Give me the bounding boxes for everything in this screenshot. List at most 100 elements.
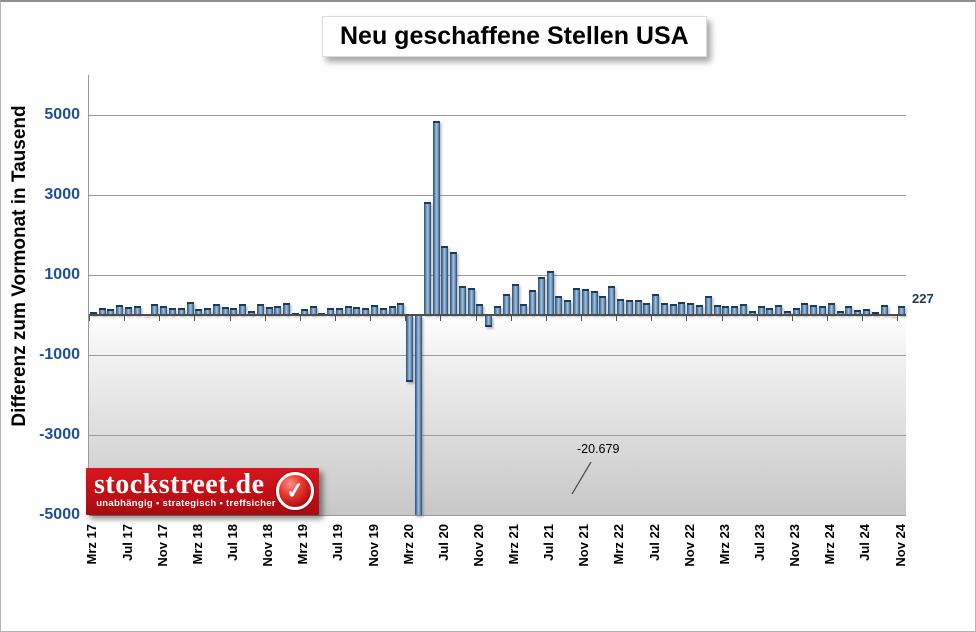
bar <box>722 306 730 315</box>
bar <box>379 307 387 315</box>
x-tick-label: Nov 21 <box>576 524 592 567</box>
x-tick-mark <box>791 315 793 321</box>
x-tick-label: Nov 18 <box>260 524 276 567</box>
x-tick-label: Nov 20 <box>470 524 486 567</box>
bar <box>652 293 660 315</box>
latest-value-label: 227 <box>912 291 934 306</box>
bar <box>195 308 203 315</box>
bar <box>177 307 185 315</box>
bar <box>160 306 168 315</box>
x-tick-label: Nov 23 <box>787 524 803 567</box>
bar <box>880 304 888 315</box>
bar <box>450 251 458 315</box>
bar <box>502 293 510 315</box>
bar <box>125 307 133 315</box>
bar <box>783 310 791 315</box>
x-tick-label: Nov 22 <box>681 524 697 567</box>
bar <box>107 308 115 315</box>
bar <box>792 307 800 315</box>
bar <box>414 315 422 515</box>
x-tick-mark <box>334 315 336 321</box>
x-tick-label: Jul 22 <box>646 524 662 561</box>
bar <box>660 303 668 315</box>
chart-title-box: Neu geschaffene Stellen USA <box>322 16 707 57</box>
x-tick-mark <box>510 315 512 321</box>
bar <box>274 305 282 315</box>
bar <box>775 304 783 315</box>
bar <box>599 296 607 315</box>
y-tick-label: 5000 <box>44 106 80 123</box>
x-tick-mark <box>124 315 126 321</box>
gridline--3000 <box>89 435 906 436</box>
bar <box>564 299 572 315</box>
x-tick-mark <box>229 315 231 321</box>
bar <box>362 307 370 315</box>
bar <box>485 315 493 328</box>
bar <box>845 306 853 315</box>
bar <box>854 310 862 315</box>
bar <box>204 308 212 315</box>
checkmark-icon: ✓ <box>276 472 314 510</box>
bar <box>739 303 747 315</box>
bar <box>520 304 528 315</box>
x-tick-label: Mrz 17 <box>84 524 100 565</box>
bar <box>458 286 466 315</box>
x-tick-mark <box>475 315 477 321</box>
bar <box>89 312 97 315</box>
x-tick-label: Jul 17 <box>119 524 135 561</box>
x-tick-mark <box>264 315 266 321</box>
x-tick-mark <box>686 315 688 321</box>
bar <box>625 300 633 315</box>
y-tick-label: 1000 <box>44 266 80 283</box>
x-tick-label: Jul 23 <box>752 524 768 561</box>
bar <box>133 306 141 315</box>
bar <box>696 305 704 315</box>
bar <box>713 305 721 315</box>
bar <box>669 304 677 315</box>
bar <box>810 304 818 315</box>
bar <box>801 303 809 315</box>
bar <box>406 315 414 383</box>
bar <box>573 287 581 315</box>
bar <box>151 304 159 315</box>
gridline-1000 <box>89 275 906 276</box>
x-tick-mark <box>89 315 90 321</box>
bar <box>643 303 651 315</box>
x-tick-label: Jul 20 <box>435 524 451 561</box>
x-tick-mark <box>370 315 372 321</box>
bar <box>371 304 378 315</box>
bar <box>256 303 264 315</box>
bar <box>388 306 396 315</box>
x-tick-label: Jul 21 <box>541 524 557 561</box>
x-tick-label: Mrz 24 <box>822 524 838 565</box>
x-tick-label: Jul 19 <box>330 524 346 561</box>
x-tick-mark <box>299 315 301 321</box>
x-tick-mark <box>862 315 864 321</box>
x-tick-label: Nov 19 <box>365 524 381 567</box>
x-tick-mark <box>159 315 161 321</box>
y-tick-label: -1000 <box>39 346 80 363</box>
bar <box>300 308 308 315</box>
bar <box>581 289 589 315</box>
bar <box>212 304 220 315</box>
chart-title: Neu geschaffene Stellen USA <box>340 22 689 50</box>
bar <box>537 276 545 315</box>
bar <box>871 311 879 315</box>
x-tick-label: Nov 24 <box>892 524 908 567</box>
bar <box>819 305 827 315</box>
gridline-3000 <box>89 195 906 196</box>
y-tick-label: -5000 <box>39 506 80 523</box>
x-tick-mark <box>545 315 547 321</box>
bar <box>265 307 273 315</box>
y-tick-label: 3000 <box>44 186 80 203</box>
x-tick-label: Mrz 21 <box>506 524 522 565</box>
bar <box>634 299 642 315</box>
bar <box>836 310 844 315</box>
bar <box>546 271 554 315</box>
bar <box>748 310 756 315</box>
bar <box>511 283 519 315</box>
bar <box>248 310 256 315</box>
bar <box>309 306 317 315</box>
gridline--1000 <box>89 355 906 356</box>
